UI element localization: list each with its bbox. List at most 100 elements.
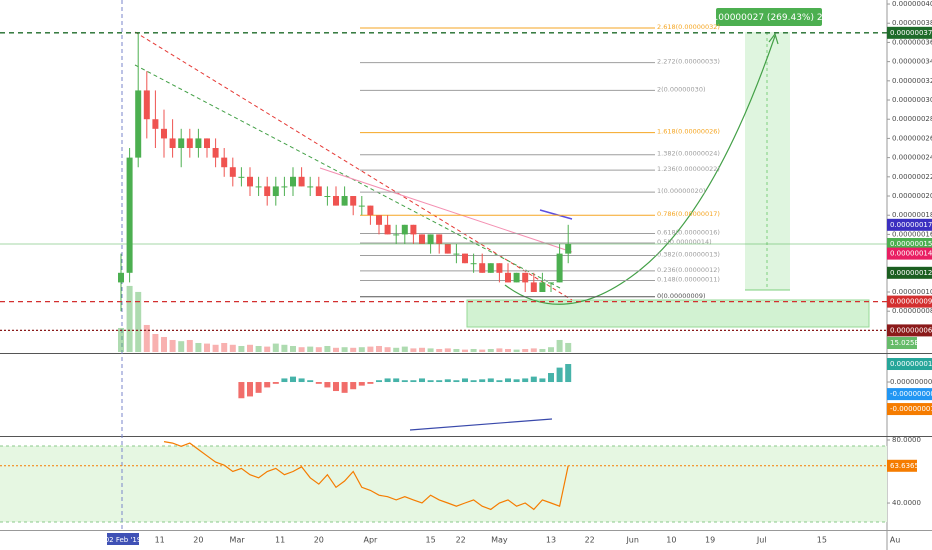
fib-label: 1.236(0.00000022) (657, 165, 720, 173)
candle-body (212, 148, 219, 158)
candle-body (513, 272, 520, 283)
candle-body (358, 205, 365, 207)
volume-bar (255, 345, 262, 352)
volume-bar (470, 348, 477, 352)
volume-bar (324, 345, 331, 352)
volume-bar (221, 342, 228, 352)
x-tick-label: Mar (230, 536, 246, 545)
x-tick-label: 11 (275, 536, 285, 545)
volume-bar (496, 348, 503, 352)
candle-body (384, 224, 391, 235)
volume-bar (126, 285, 133, 352)
macd-bar (255, 382, 262, 393)
volume-bar (281, 344, 288, 352)
volume-bar (290, 345, 296, 352)
volume-bar (152, 333, 159, 352)
trend-line (134, 64, 561, 289)
volume-bar (161, 336, 167, 352)
candle-body (539, 282, 546, 293)
volume-bar (333, 347, 339, 352)
rsi-badge-label: 63.6365 (890, 462, 919, 470)
volume-bar (505, 348, 511, 352)
price-badge-label: 0.00000009 (890, 298, 932, 306)
x-tick-label: 13 (546, 536, 556, 545)
x-tick-label: 22 (456, 536, 466, 545)
x-tick-label: Apr (363, 536, 378, 545)
price-badge (887, 247, 932, 260)
macd-bar (419, 378, 425, 383)
macd-label: 0.00000000 (890, 378, 932, 386)
x-tick-label: 20 (193, 536, 203, 545)
volume-bar (419, 347, 425, 352)
volume-bar (272, 343, 279, 352)
x-tick-label: Jun (625, 536, 639, 545)
price-badge-label: 0.00000037 (890, 29, 932, 37)
candle-body (195, 138, 202, 149)
macd-bar (548, 373, 554, 383)
macd-bar (470, 380, 477, 383)
candle-body (565, 244, 572, 254)
volume-bar (298, 347, 305, 352)
volume-bar (487, 348, 494, 352)
y-tick-label: 0.00000036 (892, 38, 932, 46)
candle-body (186, 138, 193, 149)
x-tick-label: Jul (756, 536, 767, 545)
price-badge (887, 324, 932, 337)
candle-body (479, 263, 486, 273)
price-badge (887, 26, 932, 39)
volume-bar (341, 347, 348, 352)
x-tick-label: 02 Feb '19 (105, 536, 142, 544)
fib-label: 1.382(0.00000024) (657, 150, 720, 158)
macd-bar (281, 378, 288, 383)
macd-bar (324, 382, 331, 388)
x-tick-label: 22 (585, 536, 595, 545)
volume-bar (135, 291, 142, 352)
candle-body (178, 138, 185, 149)
candle-body (333, 196, 339, 206)
macd-bar (539, 378, 546, 383)
x-tick-label: 15 (426, 536, 436, 545)
macd-bar (384, 378, 391, 383)
volume-bar (539, 348, 546, 352)
volume-bar (565, 342, 572, 352)
y-tick-label: 0.00000028 (892, 115, 932, 123)
macd-bar (513, 379, 520, 383)
candle-body (221, 157, 228, 168)
price-badge (887, 218, 932, 231)
candle-body (444, 244, 451, 254)
macd-bar (427, 380, 434, 383)
macd-bar (444, 379, 451, 383)
projection-arrow (504, 35, 776, 305)
fib-label: 2.272(0.00000033) (657, 58, 720, 66)
price-badge (887, 295, 932, 308)
volume-bar (350, 347, 357, 352)
macd-bar (350, 382, 357, 390)
fib-label: 0(0.00000009) (657, 292, 706, 300)
volume-bar (307, 346, 314, 352)
y-tick-label: 0.00000018 (892, 211, 932, 219)
volume-bar (186, 339, 193, 352)
x-tick-label: 15 (817, 536, 827, 545)
candle-body (135, 90, 142, 158)
fib-label: 1.618(0.00000026) (657, 128, 720, 136)
y-tick-label: 0.00000032 (892, 77, 932, 85)
macd-bar (298, 378, 305, 383)
candle-body (324, 196, 331, 198)
x-tick-label: 10 (666, 536, 676, 545)
date-cursor-badge (107, 533, 139, 545)
macd-bar (453, 380, 460, 383)
volume-bar (204, 343, 210, 352)
macd-bar (479, 379, 486, 383)
rsi-tick-label: 80.0000 (892, 436, 921, 444)
macd-bar (462, 378, 468, 383)
macd-bar (272, 382, 279, 384)
support-zone (466, 299, 870, 328)
volume-bar (462, 349, 468, 352)
macd-bar (522, 378, 529, 383)
y-tick-label: 0.00000024 (892, 154, 932, 162)
volume-bar (556, 339, 563, 352)
volume-bar (264, 346, 271, 352)
target-badge (716, 8, 822, 26)
